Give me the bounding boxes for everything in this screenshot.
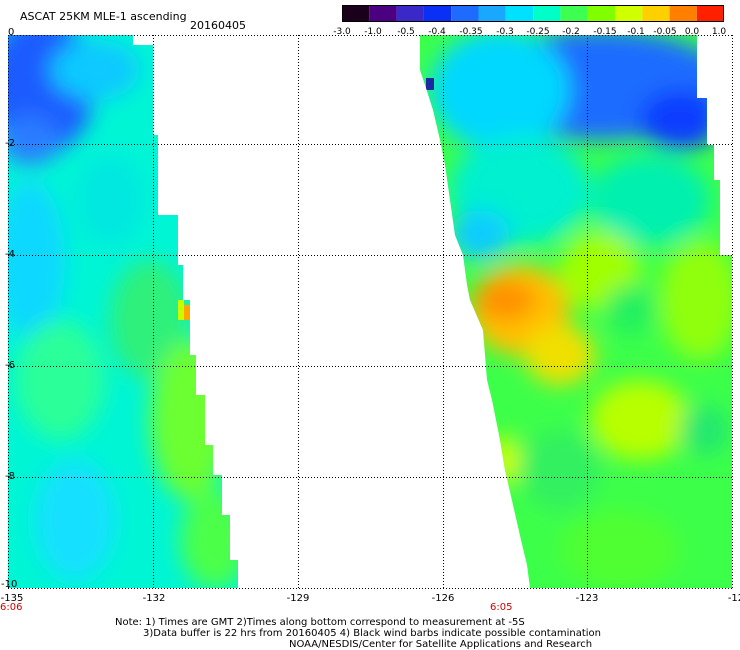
y-axis-label: 0: [8, 27, 15, 38]
x-axis-label: -135: [0, 593, 24, 604]
map-title: ASCAT 25KM MLE-1 ascending: [20, 10, 187, 23]
colorbar-label: -0.35: [459, 27, 483, 37]
x-axis-label: -132: [142, 593, 166, 604]
x-axis-label: -12: [727, 593, 740, 604]
colorbar-seg: [696, 5, 724, 22]
colorbar-label: -1.0: [364, 27, 382, 37]
colorbar: [342, 5, 724, 22]
colorbar-label: -0.2: [562, 27, 580, 37]
x-axis-label: -129: [286, 593, 310, 604]
colorbar-label: -0.4: [428, 27, 446, 37]
colorbar-seg: [369, 5, 397, 22]
colorbar-label: -0.25: [526, 27, 550, 37]
colorbar-label: -0.05: [653, 27, 677, 37]
right-swath: [420, 35, 732, 588]
x-axis-label: -126: [431, 593, 455, 604]
note-line-3: NOAA/NESDIS/Center for Satellite Applica…: [289, 639, 593, 650]
colorbar-label: 0.0: [684, 27, 700, 37]
colorbar-seg: [396, 5, 424, 22]
map-date: 20160405: [190, 19, 246, 32]
colorbar-seg: [615, 5, 643, 22]
y-axis-label: -4: [5, 249, 15, 260]
colorbar-seg: [342, 5, 370, 22]
left-swath: [8, 35, 238, 588]
colorbar-label: -0.15: [593, 27, 617, 37]
colorbar-seg: [478, 5, 506, 22]
y-axis-label: -10: [1, 579, 18, 590]
x-axis-label: -123: [575, 593, 599, 604]
colorbar-seg: [423, 5, 452, 22]
colorbar-seg: [669, 5, 697, 22]
colorbar-seg: [587, 5, 615, 22]
swath-time-right: 6:05: [490, 602, 513, 613]
colorbar-seg: [451, 5, 479, 22]
colorbar-label: -0.5: [397, 27, 415, 37]
colorbar-seg: [505, 5, 534, 22]
y-axis-label: -8: [5, 471, 15, 482]
note-line-1: Note: 1) Times are GMT 2)Times along bot…: [115, 617, 525, 628]
colorbar-label: -3.0: [333, 27, 351, 37]
note-line-2: 3)Data buffer is 22 hrs from 20160405 4)…: [143, 628, 601, 639]
grid: [8, 35, 733, 589]
y-axis-label: -6: [5, 360, 15, 371]
colorbar-seg: [533, 5, 561, 22]
colorbar-label: -0.1: [627, 27, 645, 37]
colorbar-seg: [560, 5, 588, 22]
colorbar-label: 1.0: [711, 27, 727, 37]
colorbar-seg: [642, 5, 670, 22]
colorbar-label: -0.3: [496, 27, 514, 37]
swath-time-left: 6:06: [0, 602, 23, 613]
y-axis-label: -2: [5, 138, 15, 149]
